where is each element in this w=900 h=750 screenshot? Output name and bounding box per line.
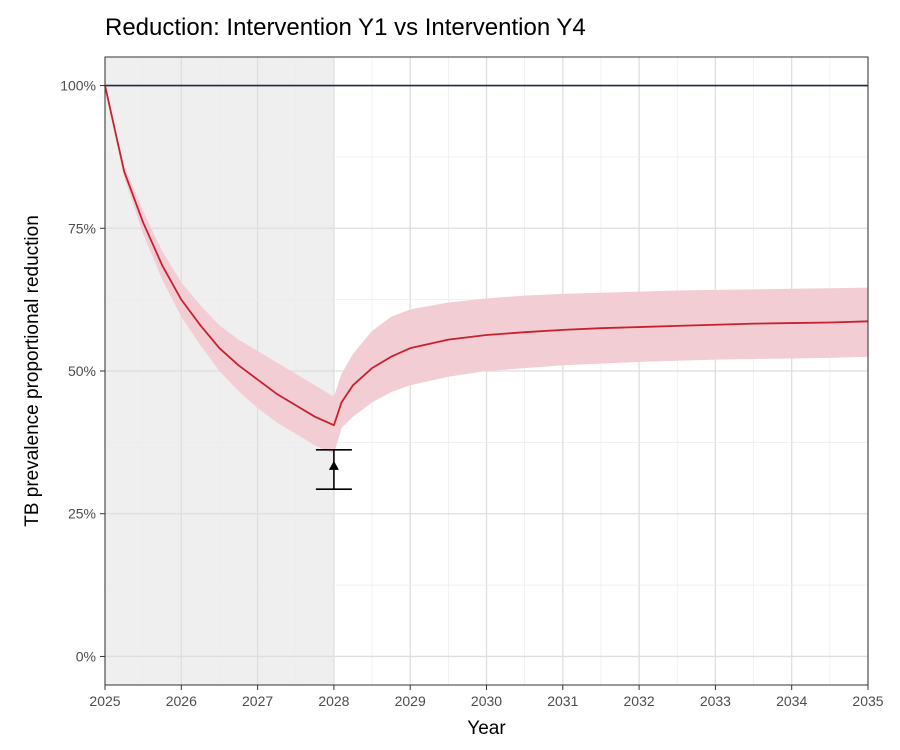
series-path	[104, 85, 869, 427]
y-tick-label: 100%	[60, 78, 96, 94]
y-tick-label: 25%	[68, 506, 96, 522]
y-axis-title: TB prevalence proportional reduction	[22, 215, 43, 527]
observed-marker	[328, 460, 339, 470]
series-line	[104, 85, 869, 427]
x-axis-title: Year	[467, 718, 506, 739]
x-tick-label: 2033	[700, 693, 731, 709]
x-tick-label: 2031	[547, 693, 578, 709]
x-tick-label: 2034	[776, 693, 807, 709]
y-tick-label: 50%	[68, 363, 96, 379]
x-tick-label: 2026	[166, 693, 197, 709]
y-tick-label: 75%	[68, 220, 96, 236]
x-tick-label: 2025	[89, 693, 120, 709]
chart-title: Reduction: Intervention Y1 vs Interventi…	[105, 14, 586, 41]
x-tick-label: 2035	[852, 693, 883, 709]
x-tick-label: 2029	[395, 693, 426, 709]
x-tick-label: 2028	[318, 693, 349, 709]
x-tick-label: 2030	[471, 693, 502, 709]
observed-point	[315, 448, 352, 490]
x-tick-label: 2027	[242, 693, 273, 709]
axes: 2025 2026 2027 2028 2029 2030 2031 2032 2033 2034…	[60, 78, 884, 709]
y-tick-label: 0%	[76, 648, 96, 664]
x-tick-label: 2032	[624, 693, 655, 709]
